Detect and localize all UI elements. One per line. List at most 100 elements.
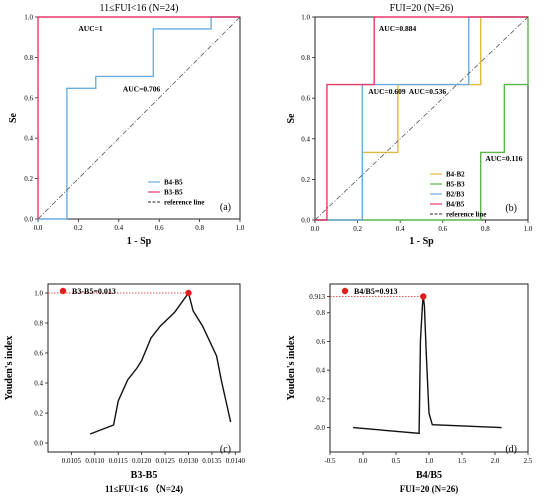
legend-label: reference line <box>446 211 486 219</box>
series-line-reference-line <box>37 16 241 220</box>
series-line-curve <box>89 291 232 435</box>
y-tick-label: 0.6 <box>316 338 325 346</box>
y-tick-label: 0.4 <box>34 380 43 388</box>
x-tick-label: 0.0 <box>311 225 320 233</box>
legend-marker <box>341 287 349 295</box>
y-tick-label: 1.0 <box>301 14 310 22</box>
y-tick-label: 1.0 <box>34 290 43 298</box>
chart-panel-3: 0.0105 0.0110 0.0115 0.0120 0.0125 0.0130 0.01… <box>4 283 246 494</box>
x-tick-label: 1.0 <box>524 225 533 233</box>
x-tick-label: 0.5 <box>392 457 401 465</box>
y-tick-label: 0.0 <box>34 440 43 448</box>
optimal-point <box>185 289 192 297</box>
y-tick-label: 1.0 <box>24 14 33 22</box>
x-tick-label: 0.0135 <box>202 457 222 465</box>
x-tick-label: 0.8 <box>481 225 490 233</box>
x-tick-label: 0.4 <box>114 224 123 232</box>
x-tick-label: 0.0105 <box>62 457 82 465</box>
x-tick-label: -0.5 <box>324 457 336 465</box>
x-tick-label: 1.5 <box>458 457 467 465</box>
y-axis-label: Se <box>286 113 297 124</box>
legend-label: B4-B5 <box>164 179 183 187</box>
y-tick-label: 0.913 <box>309 293 325 301</box>
x-axis-label: B3-B5 <box>131 470 158 481</box>
y-tick-label: 0.8 <box>301 54 310 62</box>
auc-annotation: AUC=0.536 <box>409 87 447 96</box>
x-axis-label: 1 - Sp <box>127 236 152 247</box>
x-tick-label: 0.0140 <box>226 457 246 465</box>
chart-panel-4: -0.5 0.0 0.5 1.0 1.5 2.0 2.5 -0.0 0.2 0.4 0.6 0.8 0.… <box>286 283 533 494</box>
auc-annotation: AUC=1 <box>78 24 103 33</box>
optimal-point <box>420 293 427 300</box>
y-tick-label: 0.6 <box>34 350 43 358</box>
plot-frame <box>47 283 241 453</box>
y-axis-label: Youden's index <box>286 336 297 401</box>
y-tick-label: 0.2 <box>316 395 325 403</box>
y-tick-label: 0.4 <box>301 135 310 143</box>
x-tick-label: 0.4 <box>396 225 405 233</box>
x-axis-sublabel: FUI=20 (N=26) <box>400 484 459 494</box>
x-tick-label: 2.5 <box>524 457 533 465</box>
x-tick-label: 2.0 <box>491 457 500 465</box>
auc-annotation: AUC=0.116 <box>485 154 522 163</box>
series-line-b3-b5 <box>37 16 240 219</box>
legend-label: B2/B3 <box>446 191 465 199</box>
x-tick-label: 0.6 <box>155 224 164 232</box>
y-tick-label: 0.2 <box>301 176 310 184</box>
legend-marker <box>59 287 67 295</box>
x-tick-label: 0.0120 <box>132 457 152 465</box>
y-tick-label: -0.0 <box>314 424 326 432</box>
y-tick-label: 0.4 <box>316 367 325 375</box>
auc-annotation: AUC=0.609 <box>368 87 406 96</box>
legend-label: reference line <box>164 199 204 207</box>
y-tick-label: 0.2 <box>24 175 33 183</box>
y-tick-label: 0.4 <box>24 135 33 143</box>
x-tick-label: 0.6 <box>438 225 447 233</box>
auc-annotation: AUC=0.884 <box>379 24 417 33</box>
panel-tag: (b) <box>505 203 517 214</box>
x-axis-sublabel: 11≤FUI<16 （N=24) <box>105 484 183 494</box>
y-tick-label: 0.2 <box>34 410 43 418</box>
x-tick-label: 0.0 <box>34 224 43 232</box>
chart-title: 11≤FUI<16 (N=24) <box>100 3 179 14</box>
panel-tag: (d) <box>505 444 517 455</box>
chart-panel-2: FUI=20 (N=26) 0.0 0.2 0.4 0.6 0.8 1.0 0.0 0.2 0.4… <box>286 3 533 247</box>
series-line-b5-b3 <box>315 17 529 221</box>
x-axis-label: 1 - Sp <box>409 236 434 247</box>
chart-title: FUI=20 (N=26) <box>390 3 454 14</box>
x-tick-label: 0.8 <box>195 224 204 232</box>
legend-label: B4/B5=0.913 <box>354 287 397 296</box>
legend-label: B4/B5 <box>446 201 465 209</box>
chart-panel-1: 11≤FUI<16 (N=24) 0.0 0.2 0.4 0.6 0.8 1.0 0.0 0.2… <box>8 3 245 247</box>
x-tick-label: 0.0110 <box>85 457 104 465</box>
legend-label: B5-B3 <box>446 181 465 189</box>
y-tick-label: 0.8 <box>24 54 33 62</box>
series-line-b4-b5 <box>315 16 528 221</box>
series-line-b4-b5 <box>38 16 240 220</box>
legend-label: B4-B2 <box>446 171 465 179</box>
x-tick-label: 1.0 <box>236 224 245 232</box>
y-axis-label: Se <box>8 112 19 123</box>
series-line-curve <box>353 296 502 435</box>
series-line-reference-line <box>314 16 529 221</box>
x-tick-label: 1.0 <box>425 457 434 465</box>
y-tick-label: 0.8 <box>34 320 43 328</box>
auc-annotation: AUC=0.706 <box>123 85 161 94</box>
y-tick-label: 0.6 <box>301 95 310 103</box>
x-tick-label: 0.0130 <box>179 457 199 465</box>
legend-label: B3-B5=0.013 <box>72 287 116 296</box>
x-axis-label: B4/B5 <box>416 470 442 481</box>
x-tick-label: 0.0115 <box>109 457 128 465</box>
x-tick-label: 0.0 <box>359 457 368 465</box>
y-axis-label: Youden's index <box>4 336 15 401</box>
legend-label: B3-B5 <box>164 189 183 197</box>
x-tick-label: 0.0125 <box>155 457 175 465</box>
panel-tag: (c) <box>220 444 231 455</box>
y-tick-label: 0.6 <box>24 94 33 102</box>
y-tick-label: 0.0 <box>24 216 33 224</box>
y-tick-label: 0.8 <box>316 309 325 317</box>
x-tick-label: 0.2 <box>353 225 362 233</box>
x-tick-label: 0.2 <box>74 224 83 232</box>
panel-tag: (a) <box>220 202 231 213</box>
